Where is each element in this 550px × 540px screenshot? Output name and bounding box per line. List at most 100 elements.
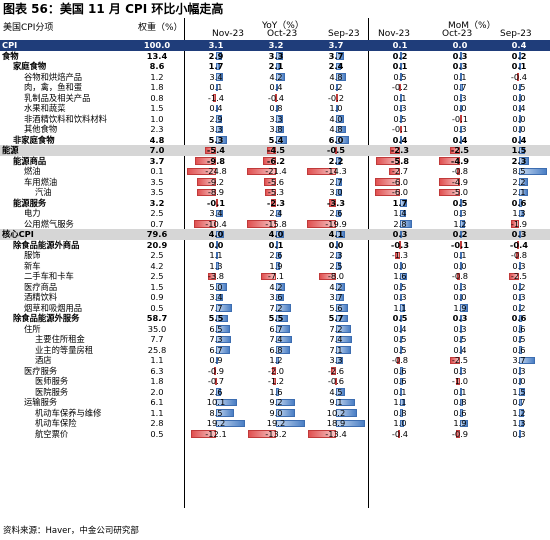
mom-cell: 0.6	[490, 324, 548, 335]
mom-bar	[390, 146, 400, 154]
mom-value: 0.3	[453, 281, 467, 292]
mom-cell: 0.4	[490, 135, 548, 146]
yoy-value: 3.7	[329, 292, 343, 302]
mom-value: 0.1	[453, 71, 467, 82]
yoy-cell: 2.6	[306, 208, 366, 219]
row-weight: 4.8	[149, 134, 165, 145]
row-label: 酒精饮料	[24, 292, 58, 302]
yoy-value: 6.8	[269, 344, 283, 355]
yoy-value: 5.6	[329, 302, 343, 313]
yoy-value: -3.8	[207, 271, 225, 281]
cpi-table: CPI 100.0 3.1 3.2 3.7 0.1 0.0 0.4 食物 13.4 2.9 3.3 3.…	[0, 40, 550, 439]
yoy-value: 3.2	[268, 40, 284, 50]
yoy-value: 1.0	[329, 103, 343, 113]
yoy-bar	[336, 73, 347, 81]
mom-value: -5.0	[451, 187, 469, 197]
mom-cell: -0.1	[430, 114, 490, 125]
mom-bar	[400, 220, 412, 228]
row-weight: 3.2	[149, 197, 165, 208]
mom-value: -0.8	[391, 355, 409, 365]
row-label: 新车	[24, 260, 41, 271]
mom-bar	[460, 325, 462, 333]
mom-bar	[519, 314, 522, 322]
yoy-cell: 3.4	[186, 208, 246, 219]
yoy-value: 2.6	[269, 250, 283, 260]
row-weight: 35.0	[147, 323, 167, 334]
yoy-bar	[276, 52, 283, 60]
mom-bar	[460, 52, 462, 60]
yoy-bar	[336, 83, 338, 91]
table-row: CPI 100.0 3.1 3.2 3.7 0.1 0.0 0.4	[0, 40, 550, 51]
yoy-bar	[197, 188, 216, 196]
yoy-value: 2.4	[269, 208, 283, 218]
yoy-cell: -24.8	[186, 166, 246, 177]
yoy-value: 4.8	[329, 71, 343, 82]
yoy-bar	[336, 157, 341, 165]
mom-value: 2.2	[512, 176, 526, 187]
row-weight: 0.5	[150, 302, 164, 313]
table-row: 医院服务 2.0 2.6 1.6 4.5 0.1 0.1 1.5	[0, 387, 550, 398]
row-label: 核心CPI	[2, 229, 34, 239]
yoy-value: -13.4	[325, 428, 347, 439]
mom-cell: 1.3	[490, 208, 548, 219]
yoy-value: 7.2	[269, 302, 283, 313]
row-label: 医院服务	[35, 386, 69, 397]
mom-value: 0.6	[511, 197, 527, 208]
mom-value: 0.6	[512, 323, 526, 334]
yoy-cell: 2.6	[246, 250, 306, 261]
mom-bar	[519, 115, 521, 123]
mom-bar	[515, 251, 519, 259]
yoy-cell: 4.0	[306, 114, 366, 125]
yoy-value: 7.4	[269, 334, 283, 344]
yoy-value: 1.2	[269, 355, 283, 365]
mom-value: -0.9	[451, 428, 469, 439]
mom-cell: 0.1	[490, 61, 548, 72]
yoy-value: 3.1	[208, 40, 224, 50]
yoy-cell: 7.2	[306, 324, 366, 335]
mom-bar	[449, 146, 460, 154]
table-row: 水果和蔬菜 1.5 0.4 0.8 1.0 0.3 0.0 0.4	[0, 103, 550, 114]
yoy-cell: 6.8	[246, 345, 306, 356]
row-label: 机动车保养与维修	[35, 407, 102, 418]
mom-cell: 0.5	[490, 334, 548, 345]
mom-cell: 0.0	[490, 114, 548, 125]
mom-bar	[400, 335, 403, 343]
row-weight: 0.8	[150, 92, 164, 103]
mom-cell: 0.3	[430, 366, 490, 377]
yoy-bar	[216, 115, 223, 123]
yoy-cell: 4.2	[246, 282, 306, 293]
yoy-value: -0.4	[267, 92, 285, 103]
mom-cell: 0.0	[430, 261, 490, 272]
mom-bar	[519, 283, 521, 291]
mom-bar	[519, 335, 522, 343]
yoy-value: 6.7	[269, 323, 283, 334]
table-row: 烟草和吸烟用品 0.5 7.7 7.2 5.6 1.1 1.9 0.2	[0, 303, 550, 314]
yoy-cell: 5.6	[306, 303, 366, 314]
yoy-value: -5.3	[267, 187, 285, 197]
yoy-cell: -0.6	[306, 376, 366, 387]
yoy-cell: -0.5	[306, 145, 366, 156]
yoy-mom-divider	[368, 18, 369, 508]
yoy-value: 5.0	[209, 281, 223, 292]
weight-header: 权重（%）	[138, 23, 183, 33]
mom-value: 0.1	[453, 386, 467, 397]
mom-value: 0.0	[512, 124, 526, 134]
row-weight: 1.1	[150, 355, 164, 365]
row-label: 运输服务	[24, 397, 58, 407]
mom-value: 0.4	[393, 323, 407, 334]
yoy-bar	[276, 251, 282, 259]
mom-cell: -1.9	[490, 219, 548, 230]
mom-value: 0.5	[393, 71, 407, 82]
mom-cell: 0.4	[430, 135, 490, 146]
mom-bar	[400, 409, 404, 417]
mom-bar	[460, 199, 463, 207]
yoy-bar	[336, 388, 346, 396]
yoy-bar	[276, 419, 305, 427]
yoy-bar	[216, 419, 245, 427]
row-weight: 0.7	[150, 218, 164, 229]
mom-cell: -0.8	[430, 271, 490, 282]
yoy-cell: 7.7	[186, 303, 246, 314]
mom-cell: 0.3	[490, 429, 548, 440]
yoy-value: 3.3	[268, 50, 284, 61]
table-row: 酒店 1.1 0.9 1.2 3.3 -0.8 -2.5 3.7	[0, 355, 550, 366]
